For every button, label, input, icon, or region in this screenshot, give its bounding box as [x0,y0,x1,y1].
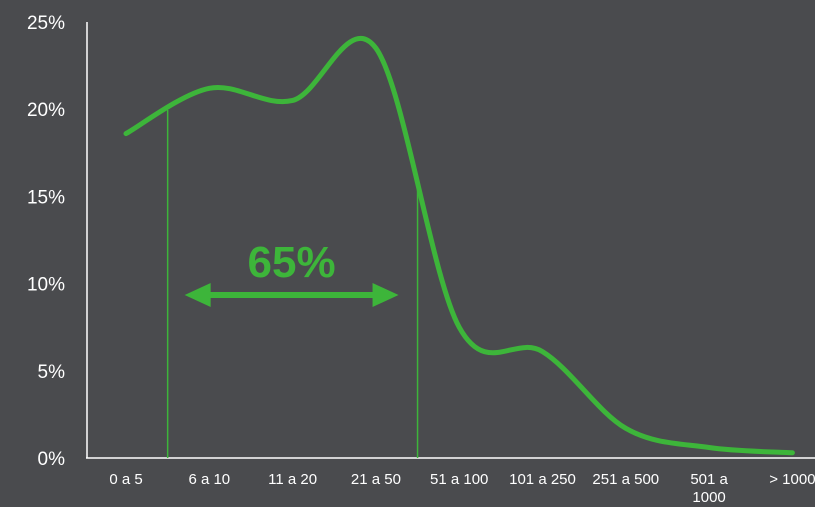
annotation-label: 65% [248,238,336,287]
y-tick-label: 15% [27,187,65,208]
data-point [623,426,628,431]
range-markers [166,109,419,458]
x-tick-labels: 0 a 5 6 a 10 11 a 20 21 a 50 51 a 100 101 a 2… [109,471,815,506]
y-tick-labels: 0% 5% 10% 15% 20% 25% [27,13,65,470]
y-tick-label: 10% [27,275,65,296]
data-point [707,445,712,450]
x-tick-label: 0 a 5 [109,471,142,488]
y-tick-label: 0% [38,449,66,470]
y-tick-label: 20% [27,100,65,121]
x-tick-label: 101 a 250 [509,471,576,488]
x-tick-label: > 1000 [769,471,815,488]
x-tick-label: 251 a 500 [592,471,659,488]
axes [86,22,815,459]
data-point [373,46,378,51]
x-tick-label: 501 a 1000 [690,471,728,506]
x-tick-label: 21 a 50 [351,471,401,488]
x-tick-label: 51 a 100 [430,471,488,488]
range-annotation: 65% [184,238,399,307]
data-point [207,86,212,91]
x-tick-label: 11 a 20 [268,471,317,488]
x-tick-label: 6 a 10 [188,471,230,488]
data-point [790,450,795,455]
series-line [123,36,795,456]
data-point [290,98,295,103]
double-arrow [184,283,399,307]
data-point [124,131,129,136]
data-point [540,349,545,354]
data-points [124,46,795,456]
y-tick-label: 25% [27,13,65,34]
data-point [457,325,462,330]
y-tick-label: 5% [38,362,66,383]
